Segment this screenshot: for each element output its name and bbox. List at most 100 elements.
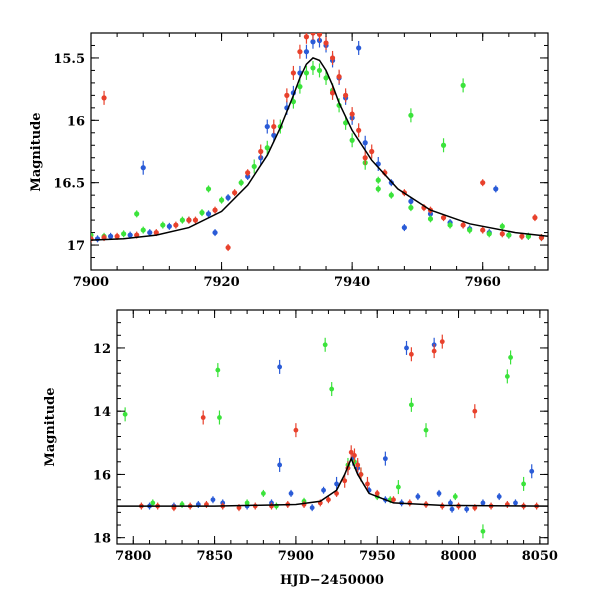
data-point: [472, 505, 478, 511]
data-point: [365, 481, 370, 487]
data-point: [467, 227, 473, 233]
data-point: [245, 170, 251, 176]
data-point: [321, 487, 326, 493]
data-point: [225, 244, 231, 251]
data-point: [506, 232, 512, 238]
data-point: [375, 186, 381, 192]
data-point: [460, 222, 466, 228]
data-point: [449, 506, 455, 512]
data-point: [329, 386, 335, 392]
data-point: [436, 491, 442, 496]
data-point: [303, 70, 310, 76]
data-point: [140, 227, 146, 233]
data-point: [356, 45, 362, 51]
data-point: [480, 227, 486, 233]
x-tick-label: 8000: [440, 549, 476, 564]
data-point: [431, 348, 437, 354]
x-tick-label: 7920: [203, 275, 239, 290]
y-tick-label: 17: [67, 239, 85, 254]
red-series: [91, 33, 545, 252]
x-tick-label: 7900: [278, 549, 314, 564]
data-point: [513, 500, 518, 506]
bottom-panel-frame: [116, 309, 549, 545]
x-tick-label: 7850: [196, 549, 232, 564]
x-tick-label: 8050: [522, 549, 558, 564]
data-point: [303, 34, 310, 40]
data-point: [166, 223, 172, 229]
data-point: [310, 65, 316, 71]
data-point: [493, 186, 499, 192]
top-panel: Magnitude 7900 7920 7940 7960 15.5 16 16.5 17: [29, 32, 549, 290]
data-point: [404, 345, 409, 351]
data-point: [423, 427, 429, 433]
data-point: [153, 229, 159, 236]
bottom-panel-data: [117, 334, 548, 539]
data-point: [316, 67, 323, 74]
data-point: [323, 40, 329, 46]
data-point: [408, 205, 414, 211]
data-point: [326, 497, 331, 503]
data-point: [362, 140, 368, 146]
data-point: [427, 216, 434, 222]
data-point: [179, 217, 185, 223]
data-point: [140, 165, 146, 171]
y-tick-label: 16: [93, 468, 111, 483]
data-point: [309, 505, 315, 511]
data-point: [277, 462, 283, 468]
data-point: [391, 497, 396, 503]
data-point: [499, 223, 505, 229]
data-point: [401, 224, 407, 231]
data-point: [408, 198, 414, 204]
model-curve: [91, 57, 548, 241]
data-point: [134, 232, 140, 238]
data-point: [284, 92, 290, 98]
data-point: [316, 33, 323, 37]
bottom-panel: Magnitude HJD−2450000 7800 7850 7900 7950 80…: [43, 309, 558, 588]
data-point: [205, 211, 212, 217]
data-point: [225, 195, 231, 201]
data-point: [200, 415, 206, 420]
x-tick-label: 7940: [334, 275, 370, 290]
data-point: [199, 210, 205, 216]
y-tick-label: 15.5: [53, 52, 85, 67]
top-panel-data: [91, 33, 548, 252]
data-point: [427, 211, 434, 217]
data-point: [293, 427, 299, 433]
data-point: [336, 74, 342, 80]
data-point: [127, 232, 133, 238]
data-point: [374, 491, 380, 496]
top-panel-ticks: 7900 7920 7940 7960 15.5 16 16.5 17: [53, 32, 548, 290]
data-point: [521, 481, 527, 487]
data-point: [334, 481, 339, 487]
data-point: [499, 231, 505, 237]
data-point: [186, 217, 192, 223]
data-point: [480, 528, 486, 534]
data-point: [407, 500, 413, 506]
data-point: [388, 192, 394, 198]
data-point: [343, 120, 349, 126]
x-tick-label: 7960: [465, 275, 501, 290]
y-tick-label: 14: [93, 405, 111, 420]
data-point: [408, 402, 414, 408]
plot-area: [117, 334, 548, 539]
data-point: [277, 364, 283, 370]
data-point: [464, 506, 470, 512]
data-point: [114, 233, 120, 239]
data-point: [448, 500, 453, 506]
data-point: [192, 217, 199, 223]
data-point: [160, 222, 166, 228]
green-series: [91, 60, 545, 242]
data-point: [349, 111, 355, 117]
data-point: [375, 177, 381, 183]
data-point: [134, 211, 140, 217]
data-point: [245, 173, 251, 180]
data-point: [251, 163, 257, 170]
data-point: [264, 123, 270, 130]
data-point: [356, 127, 362, 133]
data-point: [258, 148, 264, 155]
data-point: [310, 33, 316, 36]
data-point: [264, 145, 270, 151]
data-point: [532, 215, 538, 221]
data-point: [480, 180, 486, 186]
